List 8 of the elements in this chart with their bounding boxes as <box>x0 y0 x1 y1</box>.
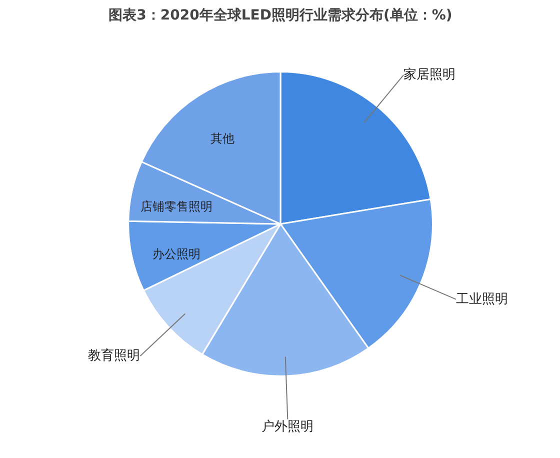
slice-label: 工业照明 <box>456 292 508 307</box>
slice-label: 店铺零售照明 <box>140 199 213 214</box>
slice-label: 户外照明 <box>262 419 314 434</box>
slice-label: 办公照明 <box>152 246 200 261</box>
slice-label: 教育照明 <box>88 347 140 364</box>
slice-label: 其他 <box>210 131 235 146</box>
slice-label: 家居照明 <box>404 66 456 82</box>
chart-title: 图表3：2020年全球LED照明行业需求分布(单位：%) <box>108 8 452 24</box>
